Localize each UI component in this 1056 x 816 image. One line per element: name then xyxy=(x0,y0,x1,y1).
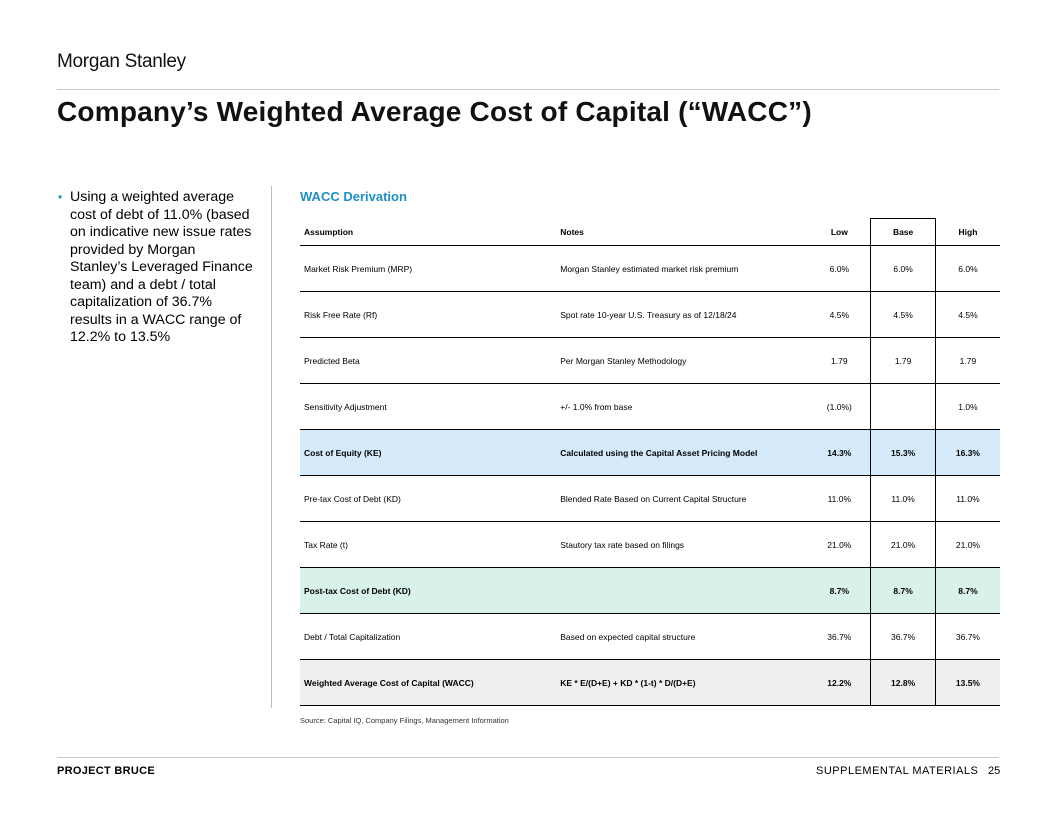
wacc-table: Assumption Notes Low Base High Market Ri… xyxy=(300,218,1000,706)
table-row: Predicted Beta Per Morgan Stanley Method… xyxy=(300,337,1000,384)
table-header-row: Assumption Notes Low Base High xyxy=(300,218,1000,246)
table-row-cost-of-equity: Cost of Equity (KE) Calculated using the… xyxy=(300,429,1000,476)
table-row: Tax Rate (t) Stautory tax rate based on … xyxy=(300,521,1000,568)
cell-notes: Blended Rate Based on Current Capital St… xyxy=(556,475,809,522)
cell-base: 11.0% xyxy=(870,475,936,522)
cell-assumption: Tax Rate (t) xyxy=(300,521,557,568)
source-note: Source: Capital IQ, Company Filings, Man… xyxy=(300,716,509,725)
cell-base: 6.0% xyxy=(870,245,936,292)
cell-high: 6.0% xyxy=(935,245,1000,292)
cell-assumption: Risk Free Rate (Rf) xyxy=(300,291,557,338)
cell-notes xyxy=(556,567,809,614)
cell-assumption: Sensitivity Adjustment xyxy=(300,383,557,430)
cell-high: 4.5% xyxy=(935,291,1000,338)
cell-notes: Spot rate 10-year U.S. Treasury as of 12… xyxy=(556,291,809,338)
cell-low: 8.7% xyxy=(808,567,871,614)
summary-bullet: • Using a weighted average cost of debt … xyxy=(58,189,253,347)
cell-notes: +/- 1.0% from base xyxy=(556,383,809,430)
cell-notes: Per Morgan Stanley Methodology xyxy=(556,337,809,384)
cell-high: 11.0% xyxy=(935,475,1000,522)
cell-low: 12.2% xyxy=(808,659,871,706)
cell-high: 1.79 xyxy=(935,337,1000,384)
cell-assumption: Post-tax Cost of Debt (KD) xyxy=(300,567,557,614)
cell-base: 4.5% xyxy=(870,291,936,338)
cell-low: 14.3% xyxy=(808,429,871,476)
cell-base: 12.8% xyxy=(870,659,936,706)
table-row: Market Risk Premium (MRP) Morgan Stanley… xyxy=(300,245,1000,292)
cell-base: 8.7% xyxy=(870,567,936,614)
cell-assumption: Predicted Beta xyxy=(300,337,557,384)
table-row: Risk Free Rate (Rf) Spot rate 10-year U.… xyxy=(300,291,1000,338)
cell-base xyxy=(870,383,936,430)
cell-low: 11.0% xyxy=(808,475,871,522)
table-row: Sensitivity Adjustment +/- 1.0% from bas… xyxy=(300,383,1000,430)
cell-notes: Stautory tax rate based on filings xyxy=(556,521,809,568)
cell-high: 21.0% xyxy=(935,521,1000,568)
cell-notes: Calculated using the Capital Asset Prici… xyxy=(556,429,809,476)
page-number: 25 xyxy=(988,765,1001,777)
footer-divider xyxy=(57,757,999,758)
summary-bullet-text: Using a weighted average cost of debt of… xyxy=(70,189,253,345)
page-title: Company’s Weighted Average Cost of Capit… xyxy=(57,96,812,127)
cell-notes: KE * E/(D+E) + KD * (1-t) * D/(D+E) xyxy=(556,659,809,706)
cell-low: 6.0% xyxy=(808,245,871,292)
cell-base: 36.7% xyxy=(870,613,936,660)
cell-high: 1.0% xyxy=(935,383,1000,430)
cell-assumption: Pre-tax Cost of Debt (KD) xyxy=(300,475,557,522)
cell-base: 1.79 xyxy=(870,337,936,384)
cell-assumption: Cost of Equity (KE) xyxy=(300,429,557,476)
cell-notes: Based on expected capital structure xyxy=(556,613,809,660)
wacc-derivation-title: WACC Derivation xyxy=(300,189,407,204)
morgan-stanley-logo: Morgan Stanley xyxy=(57,51,186,72)
cell-high: 13.5% xyxy=(935,659,1000,706)
cell-assumption: Weighted Average Cost of Capital (WACC) xyxy=(300,659,557,706)
cell-notes: Morgan Stanley estimated market risk pre… xyxy=(556,245,809,292)
header-high: High xyxy=(935,218,1000,246)
footer-section: SUPPLEMENTAL MATERIALS xyxy=(816,765,979,777)
cell-base: 15.3% xyxy=(870,429,936,476)
column-divider xyxy=(271,186,272,708)
cell-base: 21.0% xyxy=(870,521,936,568)
cell-low: 1.79 xyxy=(808,337,871,384)
cell-low: 36.7% xyxy=(808,613,871,660)
header-divider xyxy=(57,89,999,90)
header-low: Low xyxy=(808,218,871,246)
cell-low: 4.5% xyxy=(808,291,871,338)
header-base: Base xyxy=(870,218,936,246)
cell-assumption: Debt / Total Capitalization xyxy=(300,613,557,660)
cell-high: 8.7% xyxy=(935,567,1000,614)
table-row-post-tax-debt: Post-tax Cost of Debt (KD) 8.7% 8.7% 8.7… xyxy=(300,567,1000,614)
cell-high: 36.7% xyxy=(935,613,1000,660)
cell-low: 21.0% xyxy=(808,521,871,568)
footer-project: PROJECT BRUCE xyxy=(57,765,156,777)
header-notes: Notes xyxy=(556,218,809,246)
cell-low: (1.0%) xyxy=(808,383,871,430)
table-row: Debt / Total Capitalization Based on exp… xyxy=(300,613,1000,660)
table-row-wacc: Weighted Average Cost of Capital (WACC) … xyxy=(300,659,1000,706)
header-assumption: Assumption xyxy=(300,218,557,246)
table-row: Pre-tax Cost of Debt (KD) Blended Rate B… xyxy=(300,475,1000,522)
bullet-icon: • xyxy=(58,190,63,204)
cell-assumption: Market Risk Premium (MRP) xyxy=(300,245,557,292)
cell-high: 16.3% xyxy=(935,429,1000,476)
